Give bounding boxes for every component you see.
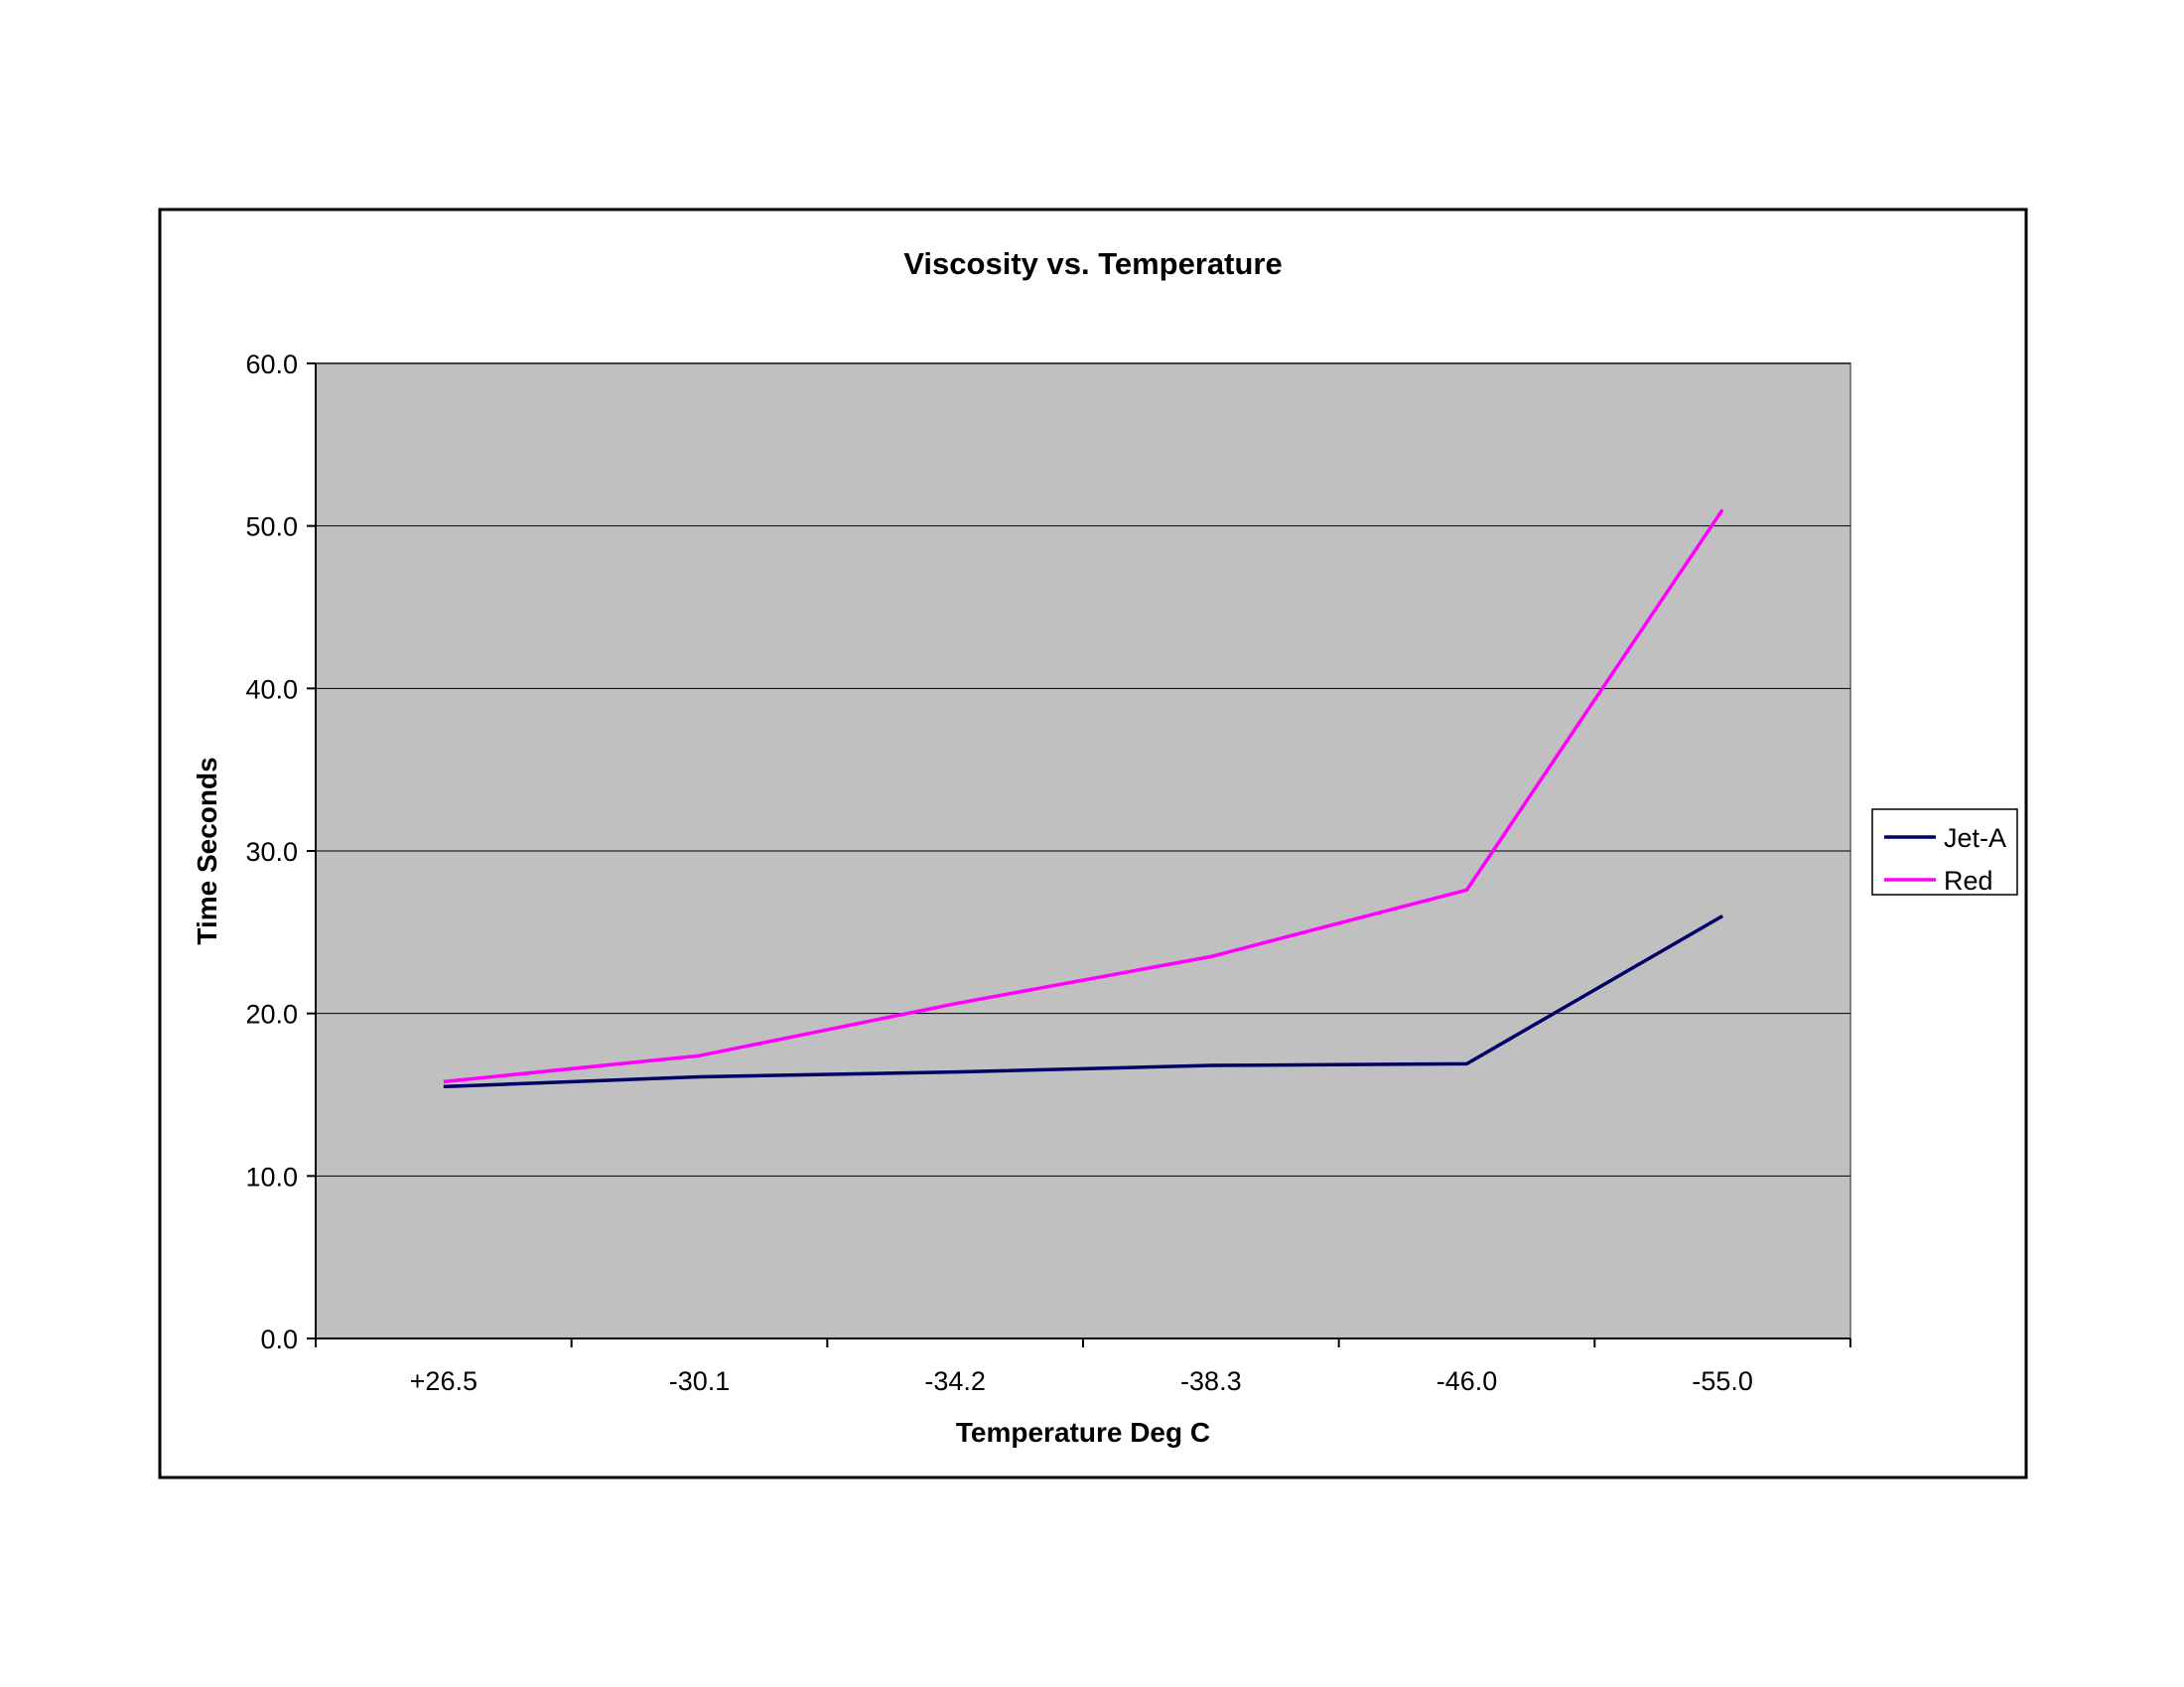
legend-box [1871,808,2018,896]
gridlines [316,362,1850,1177]
y-tick-label: 40.0 [245,674,298,704]
legend-label: Red [1944,866,1993,896]
y-tick-label: 10.0 [245,1162,298,1192]
x-tick-label: -30.1 [669,1366,731,1396]
x-tick-label: +26.5 [410,1366,478,1396]
x-tick-label: -34.2 [924,1366,986,1396]
legend: Jet-A Red [1871,808,2018,896]
y-axis: 0.0 10.0 20.0 30.0 40.0 50.0 60.0 [245,350,317,1354]
x-tick-label: -46.0 [1436,1366,1498,1396]
chart-title: Viscosity vs. Temperature [903,246,1282,281]
x-tick-label: -38.3 [1180,1366,1242,1396]
x-tick-label: -55.0 [1692,1366,1753,1396]
y-tick-label: 50.0 [245,512,298,542]
series-line-red [443,508,1724,1084]
series-layer [443,508,1724,1089]
series-line-jet-a [443,914,1724,1089]
x-axis-title: Temperature Deg C [956,1417,1210,1448]
y-tick-label: 20.0 [245,1000,298,1030]
y-tick-label: 0.0 [260,1325,298,1354]
y-tick-label: 60.0 [245,350,298,379]
y-tick-label: 30.0 [245,837,298,867]
y-axis-title: Time Seconds [192,757,222,944]
x-axis: +26.5 -30.1 -34.2 -38.3 -46.0 -55.0 [315,1337,1851,1396]
legend-label: Jet-A [1944,823,2006,853]
